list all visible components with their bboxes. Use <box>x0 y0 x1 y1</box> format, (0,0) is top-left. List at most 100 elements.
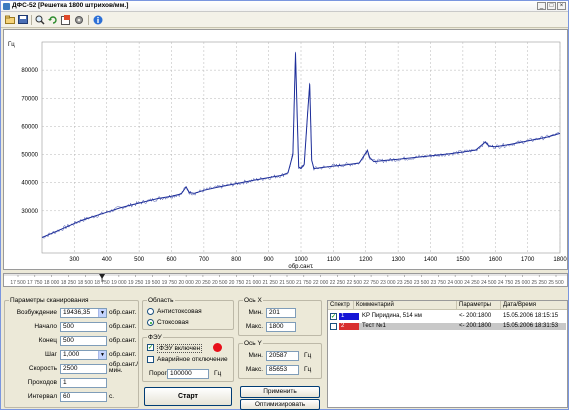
minimize-button[interactable]: _ <box>537 2 546 10</box>
excitation-select[interactable]: 19436,35 ▼ <box>60 308 107 318</box>
row-num: 1 <box>341 313 345 319</box>
ruler-tick-label: 22 250 <box>330 280 346 286</box>
ruler-tick-label: 24 000 <box>447 280 463 286</box>
axis-x-title: Ось X <box>243 297 263 304</box>
optimize-button[interactable]: Оптимизировать <box>240 399 320 410</box>
x-tick-label: 600 <box>166 257 177 263</box>
x-tick-label: 1200 <box>359 257 373 263</box>
ruler-tick-label: 19 250 <box>128 280 144 286</box>
scan-params-title: Параметры сканирования <box>9 297 90 304</box>
table-row[interactable]: ✓ 1 KP Пиридина, 514 нм <- 200:1800 15.0… <box>328 312 567 321</box>
interval-label: Интервал <box>27 393 57 400</box>
axis-x-group: Ось X Мин. 201 Макс. 1800 <box>238 297 322 336</box>
speed-label: Скорость <box>28 365 57 372</box>
table-row[interactable]: 2 Тест №1 <- 200:1800 15.05.2006 18:31:5… <box>328 322 567 331</box>
axis-y-max-label: Макс. <box>245 366 263 373</box>
maximize-button[interactable]: □ <box>547 2 556 10</box>
pmt-status-indicator <box>213 343 222 352</box>
row-comment: KP Пиридина, 514 нм <box>362 313 422 319</box>
x-tick-label: 1600 <box>489 257 503 263</box>
threshold-input[interactable]: 100000 <box>167 369 209 379</box>
spectrum-color-swatch <box>339 323 359 330</box>
end-unit: обр.сант. <box>109 337 137 344</box>
zoom-icon[interactable] <box>34 14 46 25</box>
ruler-tick-label: 19 000 <box>111 280 127 286</box>
axis-x-max-label: Макс. <box>245 323 263 330</box>
ruler-tick-label: 20 000 <box>178 280 194 286</box>
settings-icon[interactable] <box>73 14 85 25</box>
export-icon[interactable] <box>60 14 72 25</box>
row-num: 2 <box>341 323 345 329</box>
open-icon[interactable] <box>4 14 16 25</box>
start-input[interactable]: 500 <box>60 322 107 332</box>
scan-params-group: Параметры сканирования Возбуждение 19436… <box>4 297 139 408</box>
x-tick-label: 1400 <box>424 257 438 263</box>
apply-button[interactable]: Применить <box>240 386 320 398</box>
spectra-table: Спектр Комментарий Параметры Дата/Время … <box>327 300 568 408</box>
passes-input[interactable]: 1 <box>60 378 107 388</box>
x-tick-label: 1800 <box>553 257 567 263</box>
ruler-tick-label: 18 750 <box>94 280 110 286</box>
row-highlight <box>339 323 566 330</box>
wavenumber-ruler[interactable]: 17 500 17 750 18 000 18 250 18 500 18 750 19 0… <box>3 273 568 287</box>
ruler-tick-label: 24 750 <box>498 280 514 286</box>
axis-x-min-input[interactable]: 201 <box>266 308 296 318</box>
stokes-radio[interactable] <box>147 319 154 326</box>
row-params: <- 200:1800 <box>459 313 492 319</box>
axis-y-min-input[interactable]: 20587 <box>266 351 299 361</box>
y-tick-label: 30000 <box>21 209 38 215</box>
x-tick-label: 400 <box>102 257 113 263</box>
emergency-label: Аварийное отключение <box>157 356 228 363</box>
ruler-tick-label: 22 750 <box>363 280 379 286</box>
end-input[interactable]: 500 <box>60 336 107 346</box>
step-select[interactable]: 1,000 ▼ <box>60 350 107 360</box>
col-comment[interactable]: Комментарий <box>356 302 394 308</box>
ruler-tick-label: 21 250 <box>263 280 279 286</box>
threshold-label: Порог <box>149 370 167 377</box>
interval-input[interactable]: 60 <box>60 392 107 402</box>
row-datetime: 15.05.2006 18:31:53 <box>503 323 559 329</box>
x-tick-label: 1100 <box>327 257 341 263</box>
row-checkbox[interactable]: ✓ <box>330 313 337 320</box>
x-tick-label: 700 <box>199 257 210 263</box>
pmt-on-checkbox[interactable]: ✓ <box>147 344 154 351</box>
col-datetime[interactable]: Дата/Время <box>503 302 537 308</box>
info-icon[interactable] <box>92 14 104 25</box>
chart-canvas: 300 400 500 600 700 800 900 1000 1100 1200 1300 140… <box>8 41 567 270</box>
axis-y-max-input[interactable]: 85653 <box>266 365 299 375</box>
end-label: Конец <box>38 337 57 344</box>
speed-input[interactable]: 2500 <box>60 364 107 374</box>
y-tick-label: 70000 <box>21 96 38 102</box>
ruler-tick-label: 19 750 <box>162 280 178 286</box>
start-label: Начало <box>34 323 57 330</box>
col-params[interactable]: Параметры <box>459 302 491 308</box>
anti-stokes-radio[interactable] <box>147 308 154 315</box>
ruler-tick-label: 18 250 <box>61 280 77 286</box>
passes-label: Проходов <box>27 379 57 386</box>
refresh-icon[interactable] <box>47 14 59 25</box>
close-button[interactable]: × <box>557 2 566 10</box>
emergency-checkbox[interactable] <box>147 356 154 363</box>
ruler-tick-label: 22 500 <box>347 280 363 286</box>
step-unit: обр.сант. <box>109 351 137 358</box>
axis-x-min-label: Мин. <box>248 309 263 316</box>
axis-y-min-unit: Гц <box>304 352 312 359</box>
col-spectrum[interactable]: Спектр <box>330 302 350 308</box>
save-icon[interactable] <box>17 14 29 25</box>
spectrum-chart[interactable]: 300 400 500 600 700 800 900 1000 1100 1200 1300 140… <box>3 29 568 270</box>
row-checkbox[interactable] <box>330 323 337 330</box>
table-header: Спектр Комментарий Параметры Дата/Время <box>328 301 567 310</box>
row-comment: Тест №1 <box>362 323 386 329</box>
axis-y-max-unit: Гц <box>304 366 312 373</box>
app-icon <box>3 3 10 10</box>
region-title: Область <box>147 297 175 304</box>
axis-y-group: Ось Y Мин. 20587 Гц Макс. 85653 Гц <box>238 340 322 379</box>
axis-y-min-label: Мин. <box>248 352 263 359</box>
x-tick-label: 1300 <box>391 257 405 263</box>
start-button[interactable]: Старт <box>144 387 232 406</box>
ruler-tick-label: 18 000 <box>44 280 60 286</box>
ruler-canvas: 17 500 17 750 18 000 18 250 18 500 18 750 19 0… <box>4 274 567 286</box>
start-unit: обр.сант. <box>109 323 137 330</box>
axis-x-max-input[interactable]: 1800 <box>266 322 296 332</box>
ruler-tick-label: 20 750 <box>229 280 245 286</box>
